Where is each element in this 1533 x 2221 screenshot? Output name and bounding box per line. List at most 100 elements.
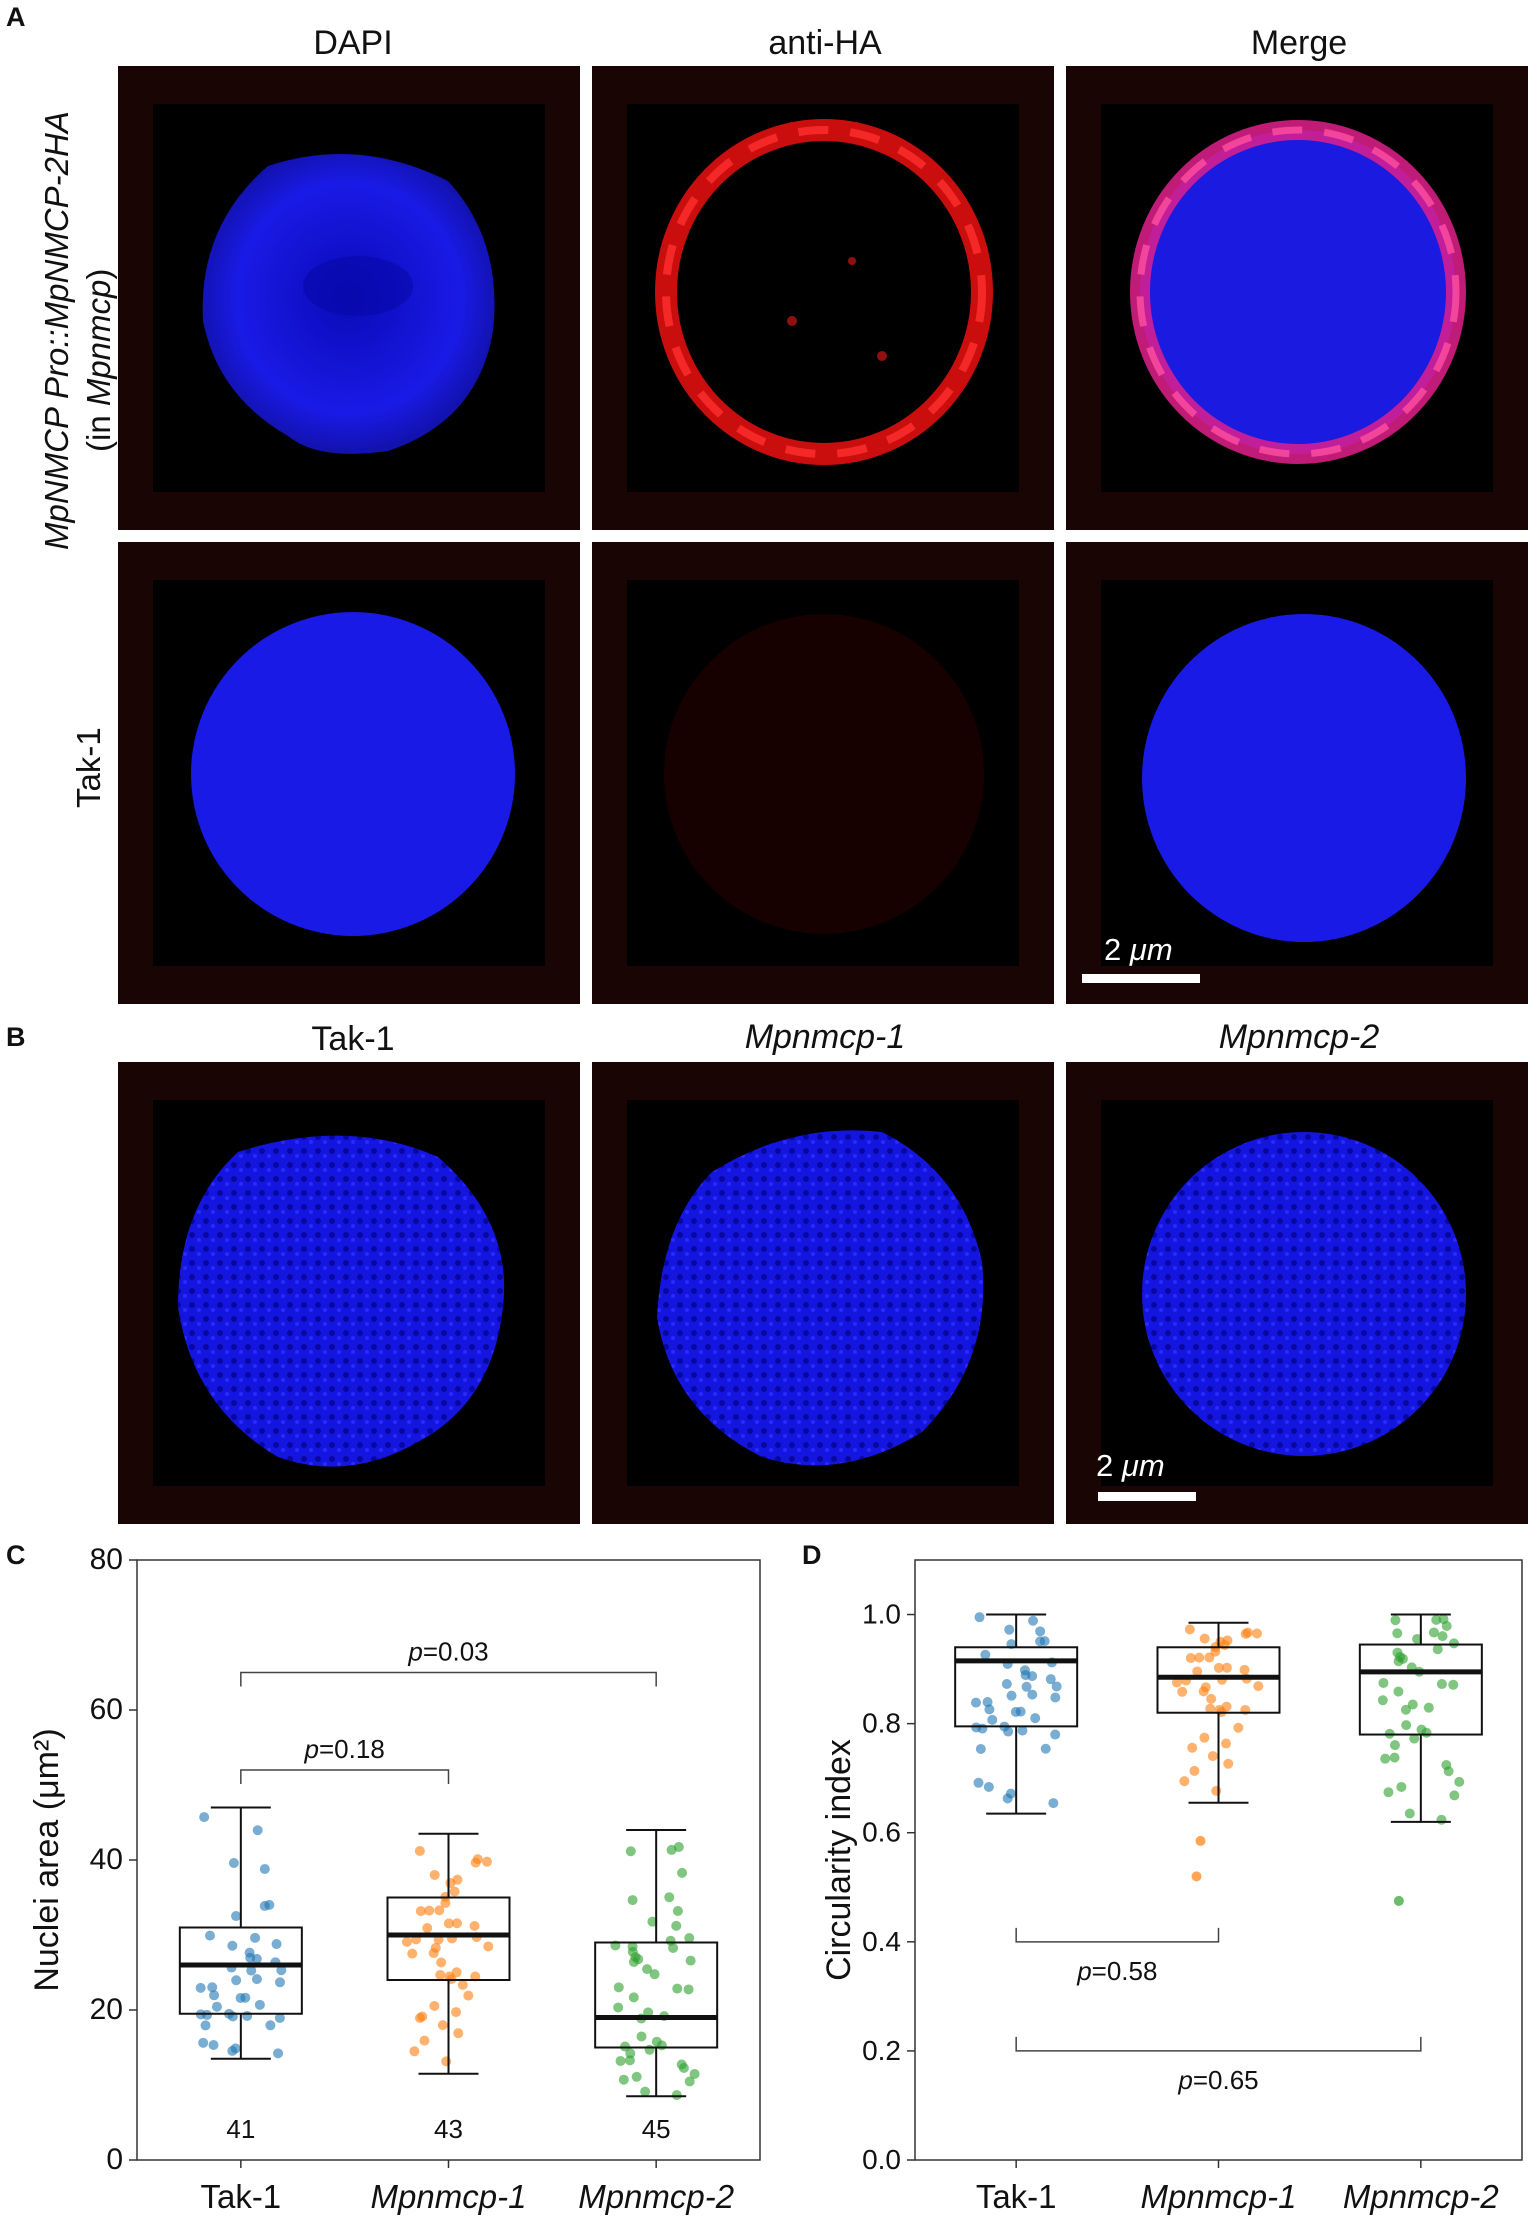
column-title-b-mpnmcp2: Mpnmcp-2	[1218, 1018, 1380, 1056]
data-point	[1378, 1677, 1389, 1688]
data-point	[1050, 1692, 1061, 1703]
data-point	[259, 1900, 270, 1911]
data-point	[265, 2020, 276, 2031]
data-point	[434, 1905, 445, 1916]
comparison-bracket	[1015, 1927, 1220, 1943]
data-point	[271, 1939, 282, 1950]
data-point	[231, 1975, 242, 1986]
data-point	[463, 1990, 474, 2001]
data-point	[628, 1992, 639, 2003]
data-point	[1223, 1758, 1234, 1769]
data-point	[274, 1977, 285, 1988]
data-point	[422, 1922, 433, 1933]
data-point	[276, 1965, 287, 1976]
data-point	[1412, 1633, 1423, 1644]
data-point	[685, 1955, 696, 1966]
data-point	[665, 1935, 676, 1946]
micrograph-a-merge-tak1: 2 μm	[1066, 542, 1528, 1004]
data-point	[613, 1982, 624, 1993]
nucleus-anti-ha-tak1-image	[664, 614, 984, 934]
data-point	[625, 2048, 636, 2059]
data-point	[254, 1999, 265, 2010]
panel-letter-b: B	[6, 1022, 26, 1052]
data-point	[1383, 1787, 1394, 1798]
data-point	[677, 1867, 688, 1878]
column-title-anti-ha: anti-HA	[768, 24, 882, 62]
chart-d-circularity: 0.0 0.2 0.4 0.6 0.8 1.0 Tak-1 Mpnmcp-1 Mpnmcp-2 C…	[820, 1559, 1523, 2215]
data-point	[1380, 1753, 1391, 1764]
n-label: 45	[642, 2114, 671, 2144]
data-point	[195, 1982, 206, 1993]
data-point	[228, 1858, 239, 1869]
data-point	[1221, 1662, 1232, 1673]
data-point	[974, 1612, 985, 1623]
micrograph-a-anti-ha-tak1	[592, 542, 1054, 1004]
data-point	[1431, 1614, 1442, 1625]
nucleus-dapi-tak1-image	[191, 612, 515, 936]
row-label-construct: MpNMCP Pro::MpNMCP-2HA	[38, 111, 76, 550]
panel-letter-d: D	[802, 1540, 822, 1570]
data-point	[443, 1918, 454, 1929]
data-point	[1392, 1628, 1403, 1639]
data-point	[1028, 1615, 1039, 1626]
data-point	[419, 2035, 430, 2046]
data-point	[1179, 1776, 1190, 1787]
scatter-points-0	[970, 1612, 1062, 1809]
data-point	[470, 1857, 481, 1868]
data-point	[469, 1921, 480, 1932]
data-point	[242, 2010, 253, 2021]
data-point	[672, 1905, 683, 1916]
data-point	[1221, 1738, 1232, 1749]
row-label-construct-background: (in Mpnmcp)	[80, 269, 118, 452]
data-point	[428, 1948, 439, 1959]
data-point	[970, 1697, 981, 1708]
data-point	[689, 2068, 700, 2079]
row-label-construct-name: MpNMCP Pro::MpNMCP-2HA	[38, 111, 75, 550]
data-point	[676, 2059, 687, 2070]
p-value-label: p=0.03	[407, 1637, 488, 1667]
data-point	[1401, 1720, 1412, 1731]
data-point	[664, 1892, 675, 1903]
data-point	[684, 1933, 695, 1944]
data-point	[1198, 1686, 1209, 1697]
x-tick-label: Tak-1	[976, 2178, 1057, 2215]
data-point	[1204, 1652, 1215, 1663]
row-label-prefix: (in	[80, 406, 117, 452]
column-title-b-tak1: Tak-1	[311, 1020, 395, 1058]
data-point	[1213, 1662, 1224, 1673]
data-point	[666, 1844, 677, 1855]
data-point	[440, 1897, 451, 1908]
p-value-label: p=0.65	[1177, 2065, 1258, 2095]
data-point	[683, 1984, 694, 1995]
data-point	[1251, 1628, 1262, 1639]
n-label: 43	[434, 2114, 463, 2144]
data-point	[1423, 1702, 1434, 1713]
micrograph-a-dapi-construct	[118, 66, 580, 530]
y-tick-label: 1.0	[862, 1599, 901, 1630]
data-point	[1436, 1814, 1447, 1825]
data-point	[1199, 1633, 1210, 1644]
y-tick-label: 0	[106, 2143, 123, 2176]
data-point	[1396, 1781, 1407, 1792]
data-point	[1020, 1670, 1031, 1681]
panel-letter-a: A	[6, 2, 26, 32]
data-point	[429, 1869, 440, 1880]
data-point	[982, 1697, 993, 1708]
nucleus-anti-ha-image	[655, 119, 993, 465]
box-Tak-1	[178, 1926, 303, 2015]
box-Mpnmcp-2	[1358, 1643, 1483, 1736]
x-tick-label: Mpnmcp-2	[1343, 2178, 1499, 2215]
data-point	[1015, 1706, 1026, 1717]
data-point	[1416, 1724, 1427, 1735]
data-point	[1432, 1644, 1443, 1655]
scale-label-b: 2 μm	[1096, 1448, 1165, 1483]
n-label: 41	[226, 2114, 255, 2144]
data-point	[1189, 1765, 1200, 1776]
data-point	[451, 1918, 462, 1929]
x-tick-label: Mpnmcp-1	[371, 2178, 527, 2215]
p-value-label: p=0.58	[1076, 1956, 1157, 1986]
data-point	[1389, 1752, 1400, 1763]
data-point	[429, 2000, 440, 2011]
x-tick-label: Tak-1	[200, 2178, 281, 2215]
chart-c-nuclei-area: 0 20 40 60 80 Tak-1 Mpnmcp-1 Mpnmcp-2 Nuclei are…	[28, 1543, 761, 2215]
